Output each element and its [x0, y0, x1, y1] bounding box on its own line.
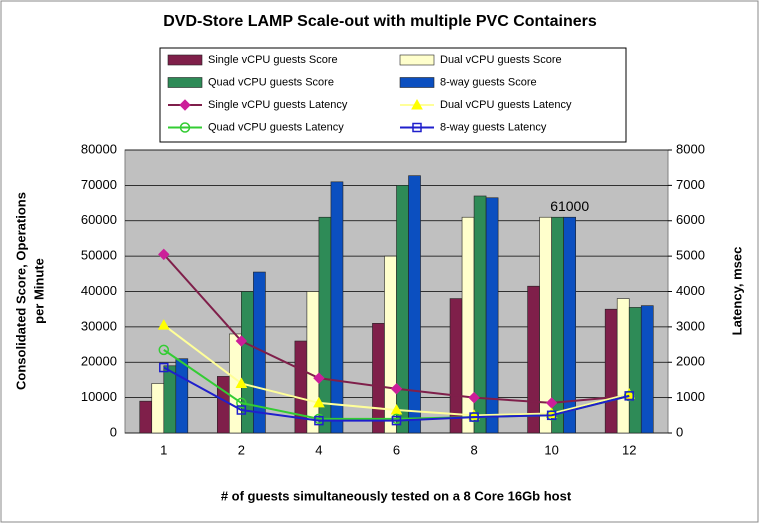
bar [217, 376, 230, 434]
legend-item: 8-way guests Latency [400, 121, 547, 133]
bar [163, 365, 177, 434]
y-tick-label: 30000 [81, 318, 117, 333]
marker [159, 362, 169, 373]
bar [640, 305, 654, 434]
x-tick-label: 1 [160, 442, 167, 457]
legend-swatch [399, 77, 435, 88]
legend-swatch [167, 54, 203, 66]
y-tick-label: 80000 [81, 141, 117, 156]
marker [235, 377, 248, 388]
marker [391, 415, 402, 426]
bar [616, 298, 630, 434]
y2-tick-label: 3000 [676, 318, 705, 333]
x-tick-label: 12 [622, 442, 636, 457]
legend-label: Dual vCPU guests Latency [440, 99, 572, 111]
chart-title: DVD-Store LAMP Scale-out with multiple P… [163, 13, 597, 30]
bar [485, 197, 499, 434]
legend-swatch [399, 54, 435, 66]
legend-item: Dual vCPU guests Score [399, 54, 562, 66]
y2-tick-label: 1000 [676, 389, 705, 404]
bar [563, 216, 576, 434]
y2-tick-label: 4000 [676, 283, 705, 298]
marker [411, 98, 423, 110]
legend-label: Single vCPU guests Latency [208, 99, 348, 111]
marker [314, 415, 324, 426]
y-tick-label: 70000 [81, 177, 117, 192]
marker [179, 122, 191, 133]
bar [527, 285, 540, 434]
y-tick-label: 40000 [81, 283, 117, 298]
marker [624, 391, 634, 401]
legend-box [159, 47, 627, 143]
marker [390, 383, 403, 395]
y-tick-label: 60000 [81, 212, 117, 227]
legend-label: Dual vCPU guests Score [440, 54, 562, 66]
x-tick-label: 8 [470, 442, 477, 457]
y2-tick-label: 6000 [676, 212, 705, 227]
marker [313, 372, 325, 384]
y2-tick-label: 0 [676, 424, 683, 439]
y-tick-label: 20000 [81, 354, 117, 369]
data-label: 61000 [550, 198, 589, 214]
y-tick-label: 0 [110, 424, 117, 439]
bar [604, 308, 618, 434]
bar [408, 175, 421, 434]
y2-tick-label: 8000 [676, 141, 705, 156]
legend-swatch [167, 77, 203, 88]
legend-item: Quad vCPU guests Score [167, 76, 334, 88]
legend-item: Quad vCPU guests Latency [168, 121, 344, 133]
legend-label: Quad vCPU guests Latency [208, 121, 344, 133]
legend-label: Single vCPU guests Score [208, 54, 338, 66]
marker [546, 410, 557, 421]
marker [236, 405, 247, 415]
marker [469, 412, 479, 422]
bar [151, 383, 165, 434]
y-axis-label: per Minute [31, 258, 46, 324]
bar [139, 400, 153, 434]
marker [157, 319, 170, 330]
bar [628, 307, 642, 434]
y2-axis-label: Latency, msec [729, 247, 744, 336]
bar [175, 358, 189, 434]
y-axis-label: Consolidated Score, Operations [13, 192, 28, 390]
x-tick-label: 4 [315, 442, 322, 457]
bar [396, 185, 409, 434]
y-tick-label: 10000 [81, 389, 117, 404]
y2-tick-label: 5000 [676, 248, 705, 263]
x-axis-label: # of guests simultaneously tested on a 8… [221, 488, 572, 503]
bar [384, 255, 397, 434]
marker [158, 248, 170, 261]
marker [313, 396, 325, 408]
x-tick-label: 6 [393, 442, 400, 457]
legend-label: Quad vCPU guests Score [208, 76, 334, 88]
legend-label: 8-way guests Latency [440, 121, 547, 133]
y2-tick-label: 2000 [676, 354, 705, 369]
marker [158, 344, 170, 356]
bar [372, 323, 385, 434]
legend-item: Single vCPU guests Score [167, 54, 338, 66]
legend-item: Single vCPU guests Latency [168, 99, 348, 111]
marker [179, 99, 191, 111]
y-tick-label: 50000 [81, 248, 117, 263]
x-tick-label: 10 [544, 442, 558, 457]
legend-label: 8-way guests Score [440, 76, 537, 88]
bar [330, 181, 344, 434]
legend-item: 8-way guests Score [399, 76, 537, 88]
bar [306, 291, 320, 434]
legend-item: Dual vCPU guests Latency [400, 99, 572, 111]
x-tick-label: 2 [238, 442, 245, 457]
y2-tick-label: 7000 [676, 177, 705, 192]
marker [236, 397, 247, 409]
marker [468, 391, 480, 404]
marker [412, 122, 422, 133]
line [163, 366, 630, 422]
marker [235, 335, 248, 347]
